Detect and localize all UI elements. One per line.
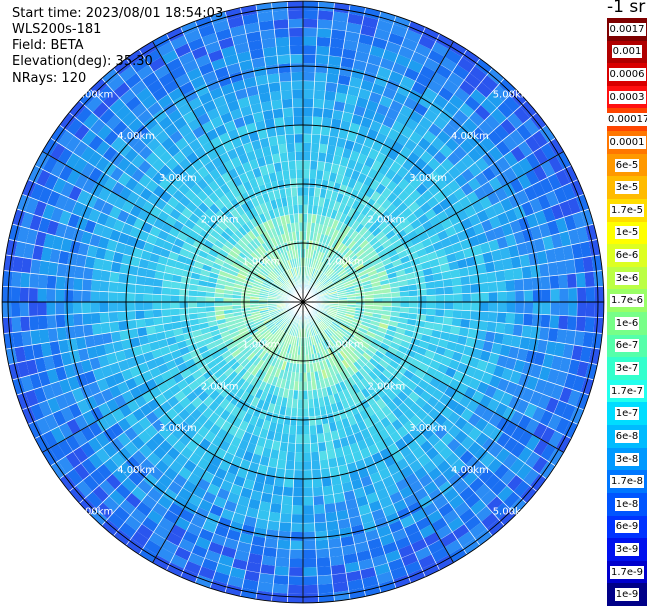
colorbar-tick-label: 3e-8 xyxy=(614,452,640,466)
range-label: 2.00km xyxy=(367,381,405,392)
colorbar-tick-label: 1.7e-7 xyxy=(609,384,645,398)
colorbar-tick-label: 1.7e-9 xyxy=(609,565,645,579)
ppi-scan-plot: 1.00km 1.00km 1.00km 1.00km 2.00km 2.00km 2.00… xyxy=(1,0,605,604)
range-label: 4.00km xyxy=(451,131,489,142)
range-label: 2.00km xyxy=(201,215,239,226)
range-label: 3.00km xyxy=(159,423,197,434)
elevation-label: Elevation(deg): 35.30 xyxy=(12,54,153,69)
range-label: 3.00km xyxy=(159,173,197,184)
range-label: 2.00km xyxy=(201,381,239,392)
colorbar-tick-label: 3e-9 xyxy=(614,542,640,556)
colorbar-tick-label: 1e-9 xyxy=(614,588,640,602)
range-label: 1.00km xyxy=(326,340,364,351)
range-label: 1.00km xyxy=(242,256,280,267)
colorbar-tick-label: 6e-5 xyxy=(614,158,640,172)
colorbar-tick-label: 1e-7 xyxy=(614,407,640,421)
range-label: 5.00km xyxy=(75,89,113,100)
colorbar-tick-label: 3e-7 xyxy=(614,362,640,376)
colorbar: 0.0017 0.001 0.0006 0.0003 0.00017 0.0001 6e-5… xyxy=(607,18,647,607)
colorbar-tick-label: 0.001 xyxy=(611,45,643,59)
range-label: 1.00km xyxy=(242,340,280,351)
range-label: 5.00km xyxy=(493,89,531,100)
nrays-label: NRays: 120 xyxy=(12,71,87,86)
colorbar-tick-label: 0.0003 xyxy=(608,90,646,104)
range-labels: 1.00km 1.00km 1.00km 1.00km 2.00km 2.00km 2.00… xyxy=(75,89,530,517)
colorbar-tick-label: 1e-8 xyxy=(614,497,640,511)
colorbar-tick-label: 0.0017 xyxy=(608,22,646,36)
azimuth-spokes xyxy=(2,1,604,603)
instrument-label: WLS200s-181 xyxy=(12,22,102,37)
colorbar-tick-label: 0.0001 xyxy=(608,135,646,149)
range-label: 1.00km xyxy=(326,256,364,267)
colorbar-tick-label: 0.00017 xyxy=(607,113,647,127)
range-label: 4.00km xyxy=(117,131,155,142)
colorbar-tick-label: 1e-5 xyxy=(614,226,640,240)
field-label: Field: BETA xyxy=(12,38,84,53)
colorbar-tick-label: 1.7e-8 xyxy=(609,475,645,489)
range-label: 2.00km xyxy=(367,215,405,226)
range-label: 3.00km xyxy=(409,173,447,184)
colorbar-tick-label: 6e-7 xyxy=(614,339,640,353)
range-label: 5.00km xyxy=(75,507,113,518)
colorbar-tick-label: 6e-9 xyxy=(614,520,640,534)
range-label: 4.00km xyxy=(451,465,489,476)
range-label: 5.00km xyxy=(493,507,531,518)
colorbar-tick-label: 0.0006 xyxy=(608,68,646,82)
colorbar-tick-label: 1.7e-6 xyxy=(609,294,645,308)
colorbar-tick-label: 6e-8 xyxy=(614,429,640,443)
colorbar-tick-label: 6e-6 xyxy=(614,248,640,262)
colorbar-tick-label: 3e-5 xyxy=(614,181,640,195)
colorbar-tick-label: 1.7e-5 xyxy=(609,203,645,217)
ppi-data-cells xyxy=(2,1,604,603)
colorbar-tick-label: 1e-6 xyxy=(614,316,640,330)
range-label: 3.00km xyxy=(409,423,447,434)
colorbar-title: -1 sr xyxy=(607,0,646,17)
start-time-label: Start time: 2023/08/01 18:54:03 xyxy=(12,6,224,21)
colorbar-tick-label: 3e-6 xyxy=(614,271,640,285)
range-label: 4.00km xyxy=(117,465,155,476)
